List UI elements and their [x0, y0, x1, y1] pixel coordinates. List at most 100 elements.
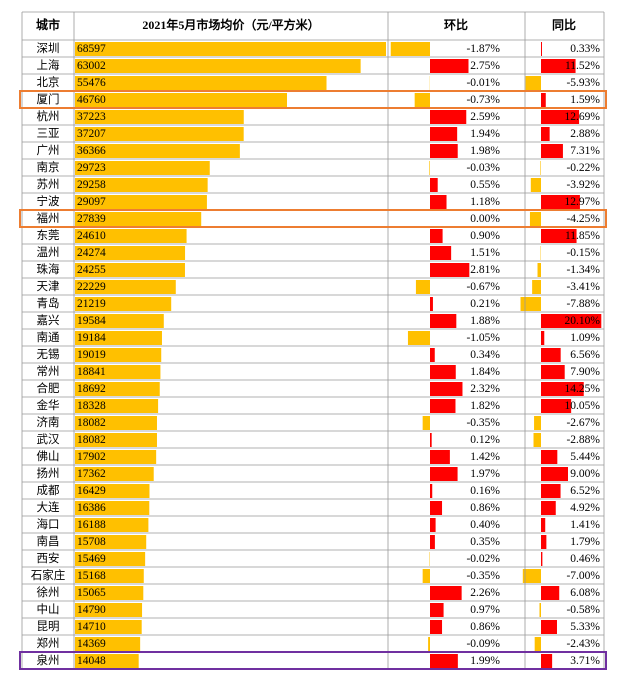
price-bar: [75, 280, 176, 294]
city: 中山: [37, 603, 60, 616]
city: 杭州: [37, 109, 60, 123]
price-bar: [75, 195, 207, 209]
yoy-bar: [541, 42, 542, 56]
mom: -0.03%: [466, 162, 500, 174]
mom: 0.16%: [470, 485, 500, 497]
price-bar: [75, 212, 202, 226]
city: 石家庄: [31, 568, 66, 582]
city: 厦门: [37, 92, 60, 106]
yoy: 0.33%: [570, 43, 600, 55]
mom-bar: [430, 59, 469, 73]
price-bar: [75, 433, 157, 447]
city: 南京: [37, 160, 60, 174]
header-mom: 环比: [444, 17, 468, 32]
yoy-bar: [541, 399, 572, 413]
mom: 0.40%: [470, 519, 500, 531]
yoy: 4.92%: [570, 502, 600, 514]
price-bar: [75, 365, 161, 379]
yoy-bar: [529, 212, 541, 226]
yoy-bar: [541, 518, 546, 532]
mom-bar: [430, 603, 444, 617]
price: 14369: [77, 638, 106, 650]
yoy-bar: [541, 654, 553, 668]
yoy: 3.71%: [570, 655, 600, 667]
yoy-bar: [522, 569, 541, 583]
price: 17362: [77, 468, 106, 480]
mom-bar: [430, 586, 462, 600]
price: 36366: [77, 145, 106, 157]
mom-bar: [430, 314, 457, 328]
city: 西安: [37, 551, 60, 565]
price-bar: [75, 42, 386, 56]
yoy: 11.52%: [565, 60, 600, 72]
city: 深圳: [37, 41, 60, 55]
yoy: -3.41%: [566, 281, 600, 293]
price: 15708: [77, 536, 106, 548]
yoy-bar: [541, 127, 550, 141]
mom: 1.88%: [470, 315, 500, 327]
yoy: 1.79%: [570, 536, 600, 548]
mom-bar: [430, 297, 433, 311]
price: 15469: [77, 553, 106, 565]
price: 18328: [77, 400, 106, 412]
yoy: 12.69%: [565, 111, 601, 123]
yoy: 6.56%: [570, 349, 600, 361]
price-bar: [75, 467, 154, 481]
price-bar: [75, 59, 361, 73]
price-bar: [75, 178, 208, 192]
city: 宁波: [37, 194, 60, 208]
mom: -0.35%: [466, 417, 500, 429]
city: 合肥: [37, 381, 60, 395]
mom: 2.81%: [470, 264, 500, 276]
yoy: -2.43%: [566, 638, 600, 650]
yoy: 11.85%: [565, 230, 600, 242]
yoy-bar: [541, 110, 580, 124]
mom: 1.18%: [470, 196, 500, 208]
mom: 0.34%: [470, 349, 500, 361]
yoy: -2.88%: [566, 434, 600, 446]
mom: 1.82%: [470, 400, 500, 412]
mom: 0.21%: [470, 298, 500, 310]
yoy-bar: [520, 297, 541, 311]
price: 27839: [77, 213, 106, 225]
mom-bar: [407, 331, 430, 345]
price: 24610: [77, 230, 106, 242]
yoy: -0.15%: [566, 247, 600, 259]
yoy-bar: [541, 552, 543, 566]
price-bar: [75, 76, 327, 90]
price: 68597: [77, 43, 106, 55]
price: 21219: [77, 298, 106, 310]
yoy-bar: [534, 416, 541, 430]
price-bar: [75, 484, 150, 498]
price-bar: [75, 535, 147, 549]
city: 无锡: [37, 347, 60, 361]
mom-bar: [430, 110, 467, 124]
yoy-bar: [541, 586, 560, 600]
yoy-bar: [530, 178, 541, 192]
price: 37207: [77, 128, 106, 140]
yoy-bar: [537, 263, 541, 277]
yoy-bar: [525, 76, 541, 90]
yoy-bar: [541, 144, 563, 158]
mom: 2.59%: [470, 111, 500, 123]
mom-bar: [430, 518, 436, 532]
mom: 1.98%: [470, 145, 500, 157]
yoy: -5.93%: [566, 77, 600, 89]
yoy: 1.09%: [570, 332, 600, 344]
city: 东莞: [37, 229, 60, 242]
yoy-bar: [541, 365, 565, 379]
price-bar: [75, 569, 144, 583]
price: 14710: [77, 621, 106, 633]
mom: 0.86%: [470, 502, 500, 514]
city: 珠海: [37, 262, 60, 276]
price: 15168: [77, 570, 106, 582]
price-bar: [75, 416, 157, 430]
mom-bar: [430, 535, 435, 549]
yoy-bar: [541, 195, 580, 209]
mom: 2.32%: [470, 383, 500, 395]
yoy: 1.59%: [570, 94, 600, 106]
yoy: 7.90%: [570, 366, 600, 378]
mom: 0.12%: [470, 434, 500, 446]
price-bar: [75, 382, 160, 396]
price: 46760: [77, 94, 106, 106]
